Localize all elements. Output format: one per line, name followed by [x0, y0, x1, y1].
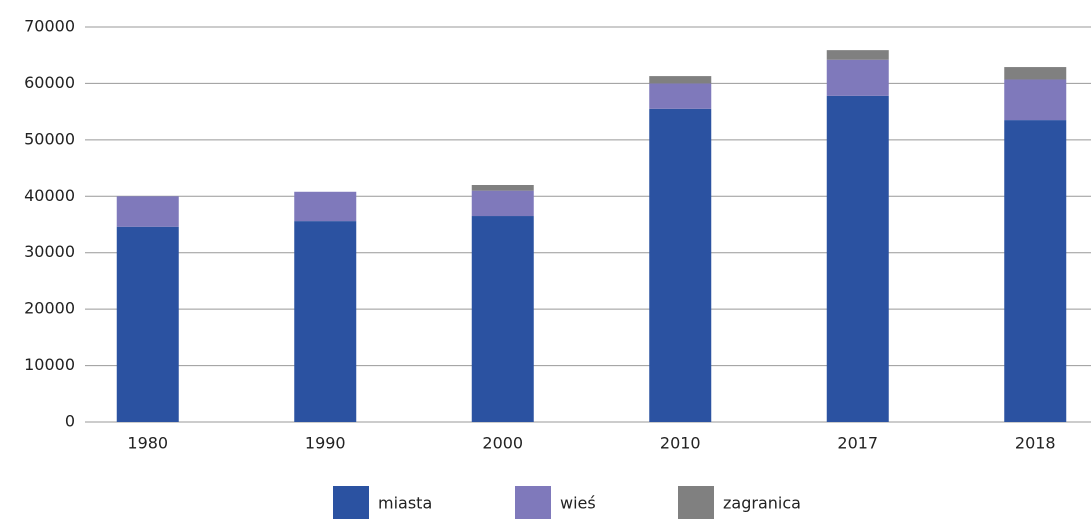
bar-segment — [471, 190, 534, 217]
legend-label: zagranica — [723, 494, 801, 513]
bar-segment — [1004, 120, 1067, 422]
legend-label: wieś — [560, 494, 596, 513]
bar-segment — [826, 95, 889, 422]
bar-segment — [826, 50, 889, 60]
y-tick-label: 10000 — [24, 355, 75, 374]
y-tick-label: 40000 — [24, 186, 75, 205]
bar-segment — [826, 59, 889, 96]
bar-segment — [649, 83, 712, 109]
x-tick-label: 1990 — [305, 434, 346, 453]
bar-segment — [649, 76, 712, 84]
x-tick-label: 2018 — [1015, 434, 1056, 453]
legend-swatch — [333, 486, 369, 519]
legend-swatch — [678, 486, 714, 519]
x-tick-label: 2017 — [837, 434, 878, 453]
y-tick-label: 30000 — [24, 242, 75, 261]
bar-segment — [471, 216, 534, 422]
y-tick-label: 20000 — [24, 299, 75, 318]
x-tick-label: 2000 — [482, 434, 523, 453]
x-tick-label: 2010 — [660, 434, 701, 453]
bar-segment — [1004, 67, 1067, 80]
y-tick-label: 70000 — [24, 17, 75, 36]
bar-segment — [294, 221, 357, 422]
y-tick-label: 60000 — [24, 73, 75, 92]
bar-segment — [1004, 79, 1067, 121]
legend-label: miasta — [378, 494, 432, 513]
x-tick-label: 1980 — [127, 434, 168, 453]
legend-swatch — [515, 486, 551, 519]
bar-segment — [116, 226, 179, 422]
bar-segment — [116, 196, 179, 227]
y-tick-label: 0 — [65, 412, 75, 431]
bar-segment — [471, 185, 534, 191]
bar-segment — [294, 191, 357, 222]
y-tick-label: 50000 — [24, 129, 75, 148]
bar-segment — [649, 108, 712, 423]
